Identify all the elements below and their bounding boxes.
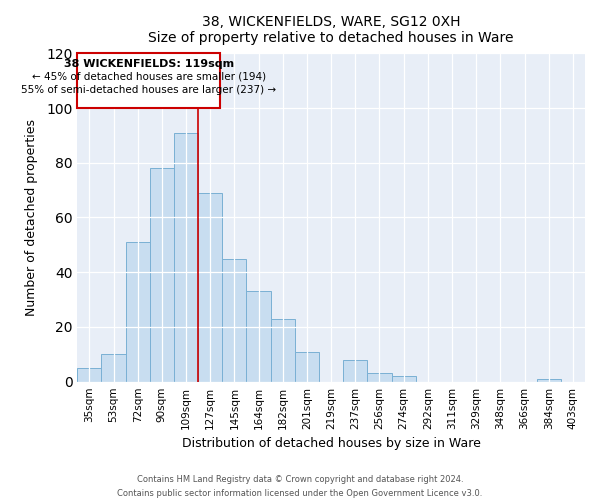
Bar [101, 354, 125, 382]
Bar [198, 193, 223, 382]
Bar [247, 292, 271, 382]
Bar [125, 242, 150, 382]
Text: Contains HM Land Registry data © Crown copyright and database right 2024.
Contai: Contains HM Land Registry data © Crown c… [118, 476, 482, 498]
X-axis label: Distribution of detached houses by size in Ware: Distribution of detached houses by size … [182, 437, 481, 450]
Bar [536, 379, 561, 382]
Y-axis label: Number of detached properties: Number of detached properties [25, 119, 38, 316]
Bar [174, 132, 198, 382]
Text: 55% of semi-detached houses are larger (237) →: 55% of semi-detached houses are larger (… [21, 85, 276, 95]
Bar [223, 258, 247, 382]
Text: 38 WICKENFIELDS: 119sqm: 38 WICKENFIELDS: 119sqm [64, 59, 233, 69]
Bar [367, 374, 392, 382]
Bar [392, 376, 416, 382]
Text: ← 45% of detached houses are smaller (194): ← 45% of detached houses are smaller (19… [32, 71, 266, 81]
Bar [295, 352, 319, 382]
Bar [343, 360, 367, 382]
Bar [77, 368, 101, 382]
Title: 38, WICKENFIELDS, WARE, SG12 0XH
Size of property relative to detached houses in: 38, WICKENFIELDS, WARE, SG12 0XH Size of… [148, 15, 514, 45]
FancyBboxPatch shape [77, 54, 220, 108]
Bar [271, 318, 295, 382]
Bar [150, 168, 174, 382]
